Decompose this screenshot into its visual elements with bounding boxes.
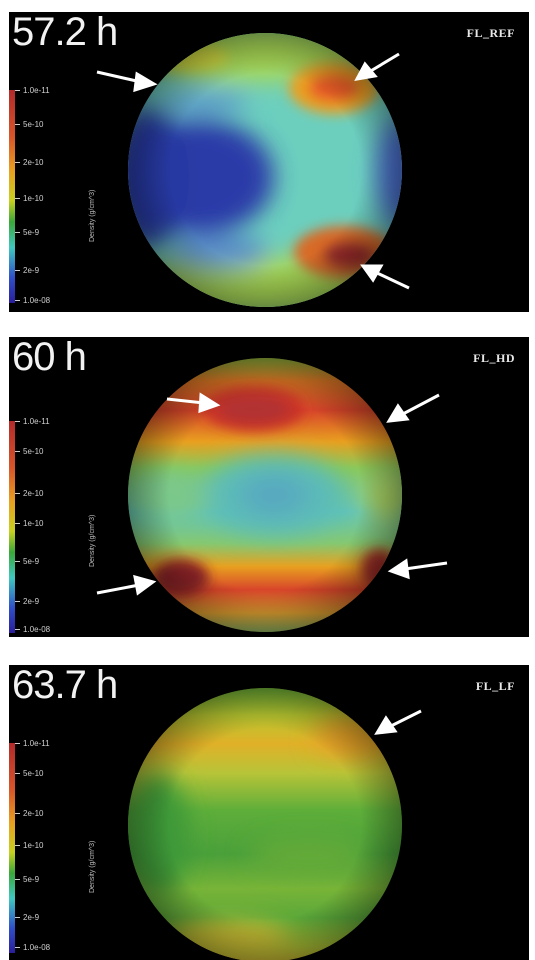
time-label: 63.7 h (12, 665, 118, 707)
colorbar-tick: 1.0e-11 (15, 86, 50, 95)
arrow-icon (96, 70, 158, 93)
time-label: 57.2 h (12, 12, 118, 54)
colorbar (9, 90, 15, 303)
arrow-icon (360, 264, 410, 290)
colorbar (9, 421, 15, 633)
colorbar-ticks: 1.0e-11 5e-10 2e-10 1e-10 5e-9 2e-9 1.0e… (15, 86, 95, 308)
colorbar-tick: 1.0e-08 (15, 625, 50, 634)
arrow-icon (387, 558, 448, 580)
colorbar-tick: 5e-9 (15, 228, 39, 237)
colorbar-tick: 2e-9 (15, 913, 39, 922)
annotation-arrows (96, 52, 410, 290)
panel-tag: FL_HD (473, 351, 515, 365)
panel-fl-lf: 63.7 h FL_LF 1.0e-11 5e-10 2e-10 1e-10 5… (9, 665, 529, 960)
colorbar-tick: 1.0e-11 (15, 739, 50, 748)
time-label: 60 h (12, 337, 87, 379)
colorbar-tick: 2e-9 (15, 266, 39, 275)
colorbar-tick: 1.0e-08 (15, 943, 50, 952)
colorbar (9, 743, 15, 953)
arrow-icon (166, 392, 221, 414)
colorbar-tick: 1e-10 (15, 519, 43, 528)
colorbar-tick: 2e-10 (15, 809, 43, 818)
arrow-icon (96, 574, 157, 596)
colorbar-tick: 5e-10 (15, 120, 43, 129)
panel-tag: FL_LF (475, 679, 515, 693)
colorbar-tick: 5e-10 (15, 769, 43, 778)
colorbar-tick: 1e-10 (15, 194, 43, 203)
arrow-icon (374, 709, 422, 735)
panel-fl-ref: 57.2 h FL_REF 1.0e-11 5e-10 2e-10 1e-10 … (9, 12, 529, 312)
colorbar-tick: 1.0e-11 (15, 417, 50, 426)
sphere-density-map (128, 688, 402, 960)
colorbar-tick: 5e-9 (15, 557, 39, 566)
colorbar-tick: 5e-10 (15, 447, 43, 456)
colorbar-tick: 2e-9 (15, 597, 39, 606)
sphere-density-map (128, 358, 402, 632)
colorbar-tick: 1.0e-08 (15, 296, 50, 305)
panel-fl-hd: 60 h FL_HD 1.0e-11 5e-10 2e-10 1e-10 5e-… (9, 337, 529, 637)
colorbar-tick: 1e-10 (15, 841, 43, 850)
colorbar-tick: 2e-10 (15, 489, 43, 498)
colorbar-tick: 2e-10 (15, 158, 43, 167)
arrow-icon (354, 52, 400, 81)
colorbar-ticks: 1.0e-11 5e-10 2e-10 1e-10 5e-9 2e-9 1.0e… (15, 417, 95, 637)
colorbar-tick: 5e-9 (15, 875, 39, 884)
arrow-icon (386, 393, 440, 423)
annotation-arrows (374, 709, 422, 735)
colorbar-ticks: 1.0e-11 5e-10 2e-10 1e-10 5e-9 2e-9 1.0e… (15, 739, 95, 957)
panel-tag: FL_REF (466, 26, 515, 40)
annotation-arrows (96, 392, 448, 596)
sphere-density-map (128, 33, 402, 307)
